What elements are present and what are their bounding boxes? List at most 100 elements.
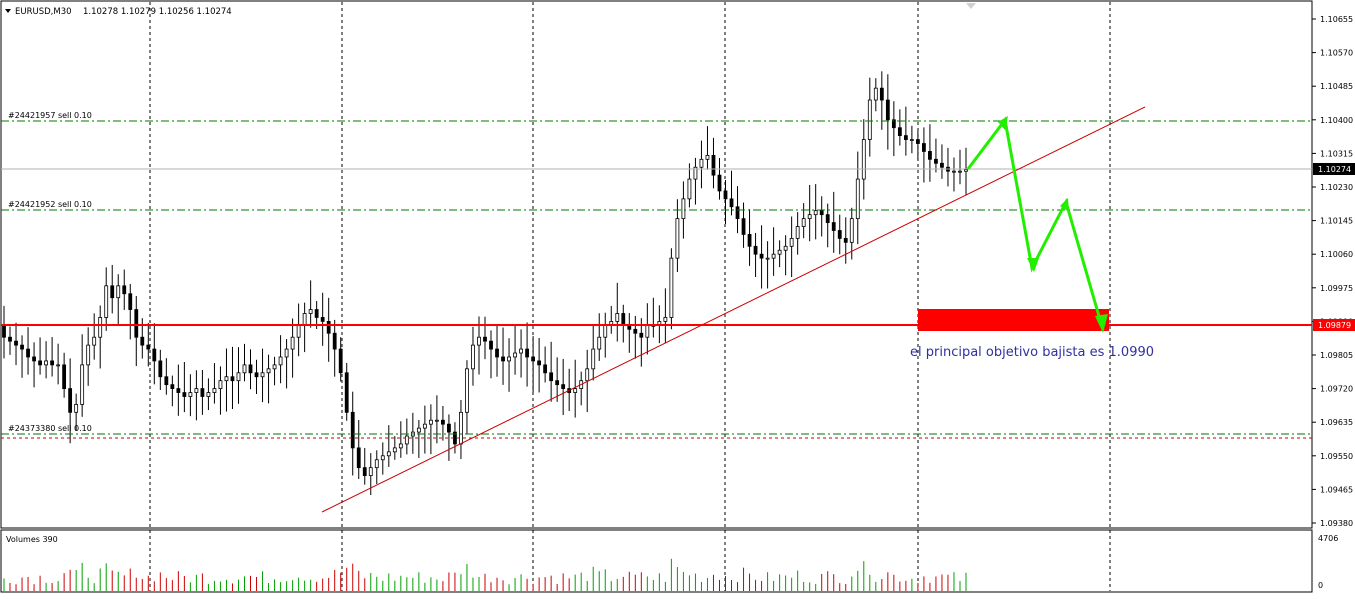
candle-body: [14, 340, 18, 346]
candle-body: [224, 376, 229, 382]
support-price-label: 1.09879: [1318, 321, 1351, 330]
annotation-text: el principal objetivo bajista es 1.0990: [910, 345, 1154, 360]
candle-body: [501, 356, 505, 362]
candle-body: [825, 214, 830, 223]
candle-body: [20, 344, 24, 350]
candle-body: [146, 344, 151, 350]
price-tick-label: 1.09550: [1320, 452, 1353, 461]
candle-body: [639, 332, 644, 338]
candle-body: [735, 206, 740, 220]
candle-body: [555, 380, 560, 386]
candle-body: [404, 435, 409, 445]
price-tick-label: 1.10315: [1320, 149, 1353, 158]
price-tick-label: 1.09975: [1320, 284, 1353, 293]
candle-body: [86, 344, 91, 366]
price-tick-label: 1.10485: [1320, 82, 1353, 91]
candle-body: [260, 372, 265, 378]
candle-body: [885, 99, 890, 121]
candle-body: [561, 384, 566, 390]
candle-body: [687, 178, 692, 200]
candle-body: [621, 313, 626, 326]
candle-body: [537, 360, 542, 366]
candle-body: [278, 356, 283, 366]
candle-body: [158, 360, 163, 378]
candle-body: [80, 364, 85, 405]
candle-body: [765, 257, 770, 260]
candle-body: [789, 237, 794, 247]
candle-body: [356, 447, 361, 469]
candle-body: [38, 360, 42, 366]
chevron-down-icon[interactable]: [5, 9, 11, 13]
candle-body: [645, 324, 650, 338]
candle-body: [428, 419, 433, 425]
candle-body: [212, 388, 217, 393]
candle-body: [8, 336, 12, 342]
volume-bars: [3, 558, 967, 591]
candle-body: [422, 423, 427, 429]
price-tick-label: 1.09465: [1320, 485, 1353, 494]
candle-body: [236, 372, 241, 382]
candle-body: [459, 411, 463, 445]
candle-body: [783, 245, 788, 251]
candle-body: [705, 154, 710, 160]
candle-body: [495, 348, 499, 358]
price-axis: 1.10655 1.10570 1.10485 1.10400 1.10315 1.102…: [1312, 15, 1353, 528]
candle-body: [675, 218, 680, 259]
volume-pane: [0, 529, 1313, 593]
candle-body: [392, 447, 397, 453]
candle-body: [188, 392, 193, 397]
price-tick-label: 1.10060: [1320, 250, 1353, 259]
candle-body: [32, 356, 36, 362]
candle-body: [374, 459, 379, 469]
trendline[interactable]: [321, 106, 1146, 513]
candle-body: [230, 376, 235, 382]
candle-body: [332, 332, 337, 350]
candle-body: [483, 336, 487, 342]
target-zone[interactable]: [918, 309, 1109, 331]
ohlc-values: 1.10278 1.10279 1.10256 1.10274: [83, 7, 232, 17]
arrow-head-4: [1095, 314, 1108, 333]
candle-body: [615, 313, 620, 322]
candle-body: [176, 388, 181, 393]
candle-body: [434, 419, 439, 422]
price-tick-label: 1.10400: [1320, 116, 1353, 125]
candle-body: [218, 380, 223, 390]
candle-body: [513, 352, 517, 358]
candle-body: [350, 411, 355, 449]
candle-body: [747, 234, 752, 247]
candle-body: [92, 336, 97, 346]
candle-body: [471, 344, 475, 370]
candle-body: [663, 317, 668, 322]
candle-body: [681, 198, 686, 220]
candle-body: [819, 210, 824, 216]
chart-shift-icon[interactable]: [966, 3, 976, 9]
candle-body: [170, 384, 175, 390]
candle-body: [74, 404, 79, 413]
candle-body: [891, 119, 896, 129]
candle-body: [807, 214, 812, 220]
volumes-label: Volumes 390: [6, 535, 58, 544]
symbol-label: EURUSD,M30: [15, 7, 72, 17]
price-tick-label: 1.09720: [1320, 385, 1353, 394]
candle-body: [549, 372, 554, 382]
volume-zero-tick: 0: [1318, 581, 1323, 590]
candle-body: [849, 218, 854, 243]
candle-body: [669, 257, 674, 318]
price-tick-label: 1.10655: [1320, 15, 1353, 24]
candle-body: [591, 348, 596, 370]
candle-body: [723, 190, 728, 200]
candle-body: [507, 356, 511, 362]
candle-body: [50, 360, 54, 366]
candle-body: [128, 293, 133, 310]
candle-body: [795, 226, 800, 239]
price-tick-label: 1.09635: [1320, 418, 1353, 427]
candle-body: [759, 253, 764, 259]
candle-body: [603, 324, 608, 338]
current-price-tag: [1313, 163, 1355, 175]
candle-body: [380, 455, 385, 461]
candle-body: [248, 364, 253, 374]
order-label-2: #24421952 sell 0.10: [8, 200, 92, 209]
candle-body: [26, 348, 30, 358]
